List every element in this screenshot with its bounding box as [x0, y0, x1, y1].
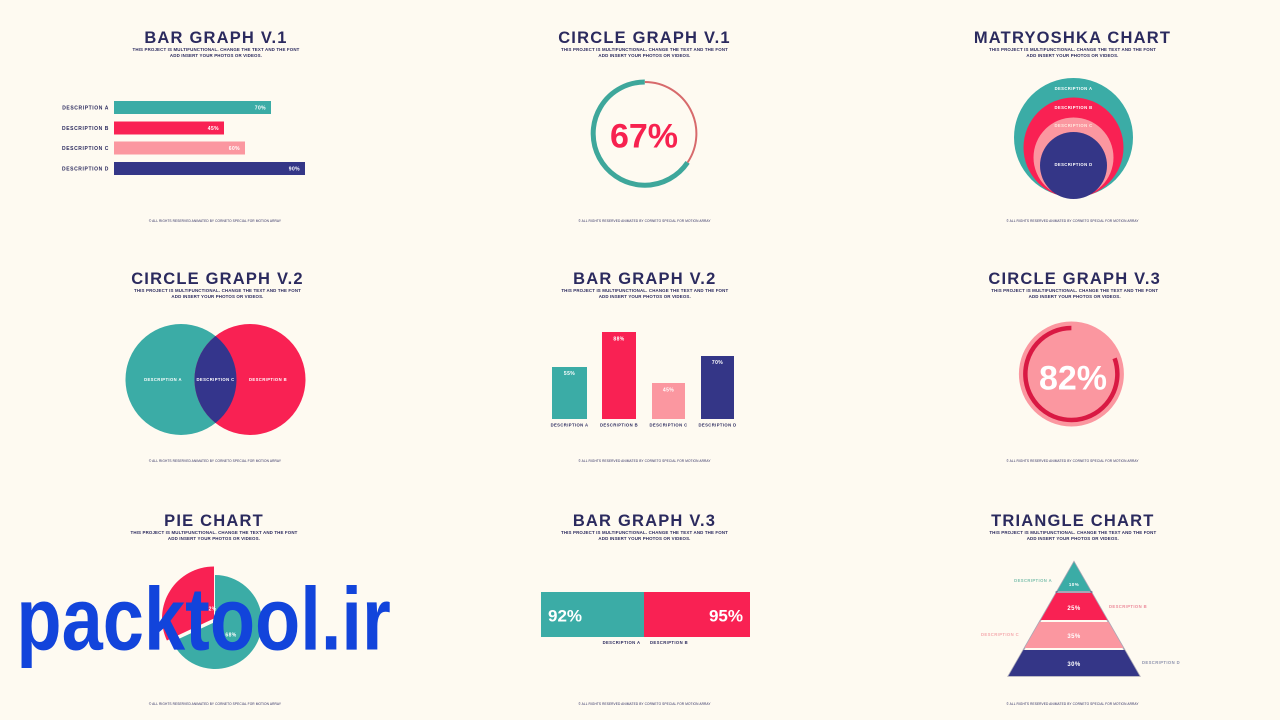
svg-text:DESCRIPTION D: DESCRIPTION D	[698, 423, 736, 428]
svg-text:32%: 32%	[205, 607, 216, 613]
svg-text:THIS PROJECT IS MULTIFUNCTIONA: THIS PROJECT IS MULTIFUNCTIONAL. CHANGE …	[989, 530, 1156, 535]
svg-text:70%: 70%	[255, 105, 266, 111]
svg-text:DESCRIPTION A: DESCRIPTION A	[551, 423, 589, 428]
svg-text:35%: 35%	[1067, 634, 1080, 640]
svg-text:ADD INSERT YOUR PHOTOS OR VIDE: ADD INSERT YOUR PHOTOS OR VIDEOS.	[598, 536, 690, 541]
svg-text:THIS PROJECT IS MULTIFUNCTIONA: THIS PROJECT IS MULTIFUNCTIONAL. CHANGE …	[133, 47, 300, 52]
svg-text:© ALL RIGHTS RESERVED ANIMATED: © ALL RIGHTS RESERVED ANIMATED BY CORNET…	[1006, 459, 1139, 463]
svg-text:BAR GRAPH V.1: BAR GRAPH V.1	[144, 29, 287, 47]
svg-text:DESCRIPTION B: DESCRIPTION B	[650, 640, 688, 645]
svg-text:BAR GRAPH V.2: BAR GRAPH V.2	[573, 270, 716, 288]
svg-text:TRIANGLE CHART: TRIANGLE CHART	[991, 512, 1154, 530]
svg-text:45%: 45%	[663, 388, 674, 394]
svg-text:© ALL RIGHTS RESERVED ANIMATED: © ALL RIGHTS RESERVED ANIMATED BY CORNET…	[149, 702, 282, 706]
svg-text:70%: 70%	[712, 360, 723, 366]
svg-text:THIS PROJECT IS MULTIFUNCTIONA: THIS PROJECT IS MULTIFUNCTIONAL. CHANGE …	[991, 288, 1158, 293]
svg-text:© ALL RIGHTS RESERVED ANIMATED: © ALL RIGHTS RESERVED ANIMATED BY CORNET…	[149, 459, 282, 463]
svg-text:THIS PROJECT IS MULTIFUNCTIONA: THIS PROJECT IS MULTIFUNCTIONAL. CHANGE …	[989, 47, 1156, 52]
svg-text:DESCRIPTION C: DESCRIPTION C	[649, 423, 687, 428]
svg-text:ADD INSERT YOUR PHOTOS OR VIDE: ADD INSERT YOUR PHOTOS OR VIDEOS.	[170, 53, 262, 58]
svg-text:THIS PROJECT IS MULTIFUNCTIONA: THIS PROJECT IS MULTIFUNCTIONAL. CHANGE …	[131, 530, 298, 535]
svg-text:DESCRIPTION B: DESCRIPTION B	[1054, 105, 1092, 110]
svg-text:DESCRIPTION A: DESCRIPTION A	[603, 640, 641, 645]
svg-text:92%: 92%	[548, 607, 582, 626]
svg-text:ADD INSERT YOUR PHOTOS OR VIDE: ADD INSERT YOUR PHOTOS OR VIDEOS.	[1029, 294, 1121, 299]
svg-text:25%: 25%	[1067, 606, 1080, 612]
svg-text:DESCRIPTION D: DESCRIPTION D	[1054, 162, 1092, 167]
svg-text:packtool.ir: packtool.ir	[16, 570, 390, 669]
svg-text:68%: 68%	[225, 633, 236, 639]
svg-text:THIS PROJECT IS MULTIFUNCTIONA: THIS PROJECT IS MULTIFUNCTIONAL. CHANGE …	[561, 288, 728, 293]
svg-text:10%: 10%	[1069, 582, 1079, 587]
svg-text:DESCRIPTION D: DESCRIPTION D	[62, 166, 109, 172]
svg-text:DESCRIPTION D: DESCRIPTION D	[1142, 660, 1180, 665]
svg-text:95%: 95%	[709, 607, 743, 626]
svg-text:THIS PROJECT IS MULTIFUNCTIONA: THIS PROJECT IS MULTIFUNCTIONAL. CHANGE …	[561, 530, 728, 535]
svg-text:DESCRIPTION C: DESCRIPTION C	[196, 377, 234, 382]
svg-text:© ALL RIGHTS RESERVED ANIMATED: © ALL RIGHTS RESERVED ANIMATED BY CORNET…	[149, 219, 282, 223]
svg-text:© ALL RIGHTS RESERVED ANIMATED: © ALL RIGHTS RESERVED ANIMATED BY CORNET…	[1006, 702, 1139, 706]
svg-text:DESCRIPTION B: DESCRIPTION B	[62, 126, 109, 132]
svg-text:ADD INSERT YOUR PHOTOS OR VIDE: ADD INSERT YOUR PHOTOS OR VIDEOS.	[599, 294, 691, 299]
svg-text:ADD INSERT YOUR PHOTOS OR VIDE: ADD INSERT YOUR PHOTOS OR VIDEOS.	[1026, 53, 1118, 58]
svg-text:DESCRIPTION B: DESCRIPTION B	[1109, 604, 1147, 609]
svg-text:55%: 55%	[564, 371, 575, 377]
svg-text:MATRYOSHKA CHART: MATRYOSHKA CHART	[974, 29, 1171, 47]
svg-text:© ALL RIGHTS RESERVED ANIMATED: © ALL RIGHTS RESERVED ANIMATED BY CORNET…	[578, 459, 711, 463]
svg-text:DESCRIPTION B: DESCRIPTION B	[600, 423, 638, 428]
svg-text:DESCRIPTION A: DESCRIPTION A	[62, 105, 109, 111]
svg-text:BAR GRAPH V.3: BAR GRAPH V.3	[573, 512, 716, 530]
svg-text:© ALL RIGHTS RESERVED ANIMATED: © ALL RIGHTS RESERVED ANIMATED BY CORNET…	[1006, 219, 1139, 223]
svg-text:DESCRIPTION A: DESCRIPTION A	[1014, 578, 1052, 583]
svg-text:DESCRIPTION C: DESCRIPTION C	[1054, 123, 1092, 128]
svg-text:© ALL RIGHTS RESERVED ANIMATED: © ALL RIGHTS RESERVED ANIMATED BY CORNET…	[578, 219, 711, 223]
svg-text:CIRCLE GRAPH V.1: CIRCLE GRAPH V.1	[558, 29, 731, 47]
svg-text:THIS PROJECT IS MULTIFUNCTIONA: THIS PROJECT IS MULTIFUNCTIONAL. CHANGE …	[134, 288, 301, 293]
svg-text:DESCRIPTION B: DESCRIPTION B	[249, 377, 287, 382]
svg-text:88%: 88%	[613, 337, 624, 343]
svg-text:© ALL RIGHTS RESERVED ANIMATED: © ALL RIGHTS RESERVED ANIMATED BY CORNET…	[578, 702, 711, 706]
svg-text:ADD INSERT YOUR PHOTOS OR VIDE: ADD INSERT YOUR PHOTOS OR VIDEOS.	[168, 536, 260, 541]
svg-text:DESCRIPTION C: DESCRIPTION C	[62, 146, 109, 152]
svg-text:30%: 30%	[1067, 662, 1080, 668]
svg-text:82%: 82%	[1039, 360, 1107, 398]
svg-text:THIS PROJECT IS MULTIFUNCTIONA: THIS PROJECT IS MULTIFUNCTIONAL. CHANGE …	[561, 47, 728, 52]
svg-text:DESCRIPTION C: DESCRIPTION C	[981, 632, 1019, 637]
svg-text:67%: 67%	[610, 118, 678, 156]
svg-text:ADD INSERT YOUR PHOTOS OR VIDE: ADD INSERT YOUR PHOTOS OR VIDEOS.	[1027, 536, 1119, 541]
svg-text:CIRCLE GRAPH V.2: CIRCLE GRAPH V.2	[131, 270, 304, 288]
svg-text:90%: 90%	[289, 166, 300, 172]
svg-text:DESCRIPTION A: DESCRIPTION A	[1055, 86, 1093, 91]
svg-text:ADD INSERT YOUR PHOTOS OR VIDE: ADD INSERT YOUR PHOTOS OR VIDEOS.	[598, 53, 690, 58]
svg-text:60%: 60%	[229, 146, 240, 152]
svg-text:PIE CHART: PIE CHART	[164, 512, 264, 530]
svg-text:ADD INSERT YOUR PHOTOS OR VIDE: ADD INSERT YOUR PHOTOS OR VIDEOS.	[171, 294, 263, 299]
svg-text:CIRCLE GRAPH V.3: CIRCLE GRAPH V.3	[988, 270, 1161, 288]
svg-text:DESCRIPTION A: DESCRIPTION A	[144, 377, 182, 382]
svg-text:45%: 45%	[208, 126, 219, 132]
